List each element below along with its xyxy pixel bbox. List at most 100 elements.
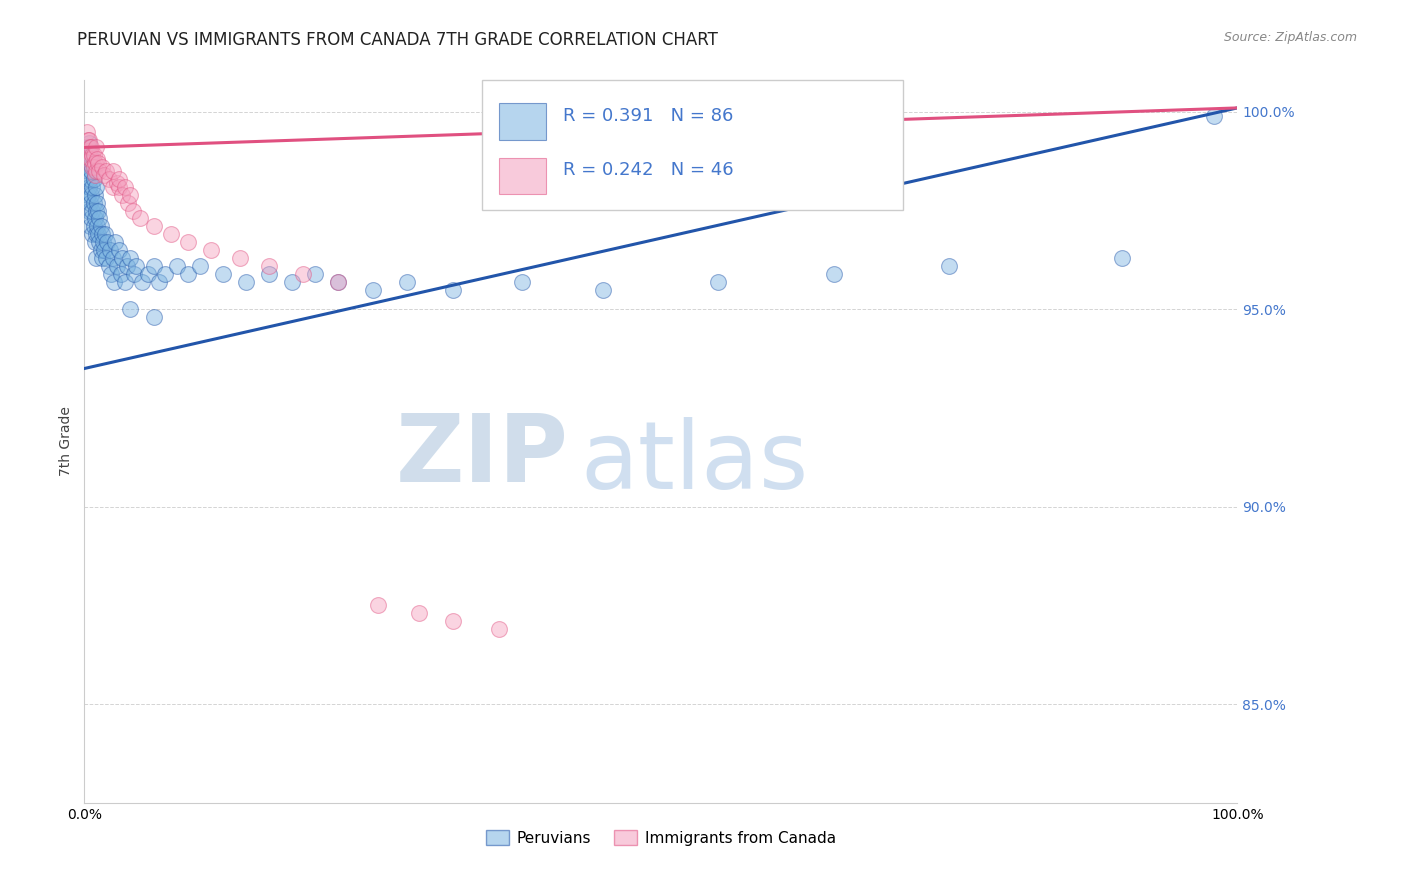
Point [103,275,125,289]
Point [96,251,118,265]
Point [84,180,107,194]
Point [83,235,105,249]
Point [114,180,136,194]
Point [105,176,128,190]
Point [177,267,200,281]
Point [142,219,165,234]
Point [77,180,100,194]
Point [83,172,105,186]
Point [79,140,101,154]
Point [76,125,98,139]
Point [77,132,100,146]
Point [100,267,122,281]
Point [120,302,142,317]
Point [408,607,430,621]
Point [76,140,98,154]
Point [84,227,107,242]
Point [91,235,114,249]
Point [160,227,183,242]
Point [84,251,107,265]
Point [108,172,131,186]
Point [108,180,131,194]
Point [89,211,111,226]
Point [90,227,112,242]
Point [281,275,304,289]
Point [79,195,101,210]
Point [103,180,124,194]
Point [292,267,315,281]
Point [188,259,211,273]
Point [80,153,103,167]
Point [79,153,101,167]
Point [89,164,111,178]
Point [153,267,176,281]
Point [166,259,188,273]
Point [87,156,110,170]
Point [77,156,100,170]
Point [114,275,136,289]
Point [229,251,252,265]
Point [97,172,120,186]
Text: Source: ZipAtlas.com: Source: ZipAtlas.com [1223,31,1357,45]
Point [80,187,103,202]
Point [235,275,257,289]
Point [122,267,145,281]
Point [89,219,111,234]
Point [84,140,107,154]
Point [89,243,111,257]
Point [592,283,614,297]
Point [83,160,105,174]
Point [211,267,233,281]
Point [87,203,110,218]
Point [98,243,121,257]
Point [80,164,103,178]
Point [396,275,419,289]
Point [110,267,132,281]
Point [93,243,115,257]
Text: ZIP: ZIP [395,410,568,502]
Point [93,168,115,182]
Point [326,275,349,289]
Point [96,235,118,249]
Point [83,219,105,234]
Point [83,187,105,202]
Point [79,219,101,234]
Point [257,267,280,281]
Point [177,235,200,249]
Point [128,211,150,226]
Point [86,219,108,234]
Point [79,148,101,162]
Point [80,140,103,154]
Point [80,211,103,226]
FancyBboxPatch shape [482,80,903,211]
Point [82,227,104,242]
Point [76,187,98,202]
Point [83,168,105,182]
Point [115,259,138,273]
Point [105,259,128,273]
Point [142,259,165,273]
Point [104,235,127,249]
Point [131,275,153,289]
Point [1204,109,1226,123]
Text: R = 0.391   N = 86: R = 0.391 N = 86 [562,107,733,125]
Point [75,156,97,170]
Point [120,187,142,202]
Point [83,211,105,226]
Point [117,195,139,210]
Point [76,192,98,206]
Point [96,164,118,178]
Point [111,187,134,202]
Y-axis label: 7th Grade: 7th Grade [59,407,73,476]
Text: PERUVIAN VS IMMIGRANTS FROM CANADA 7TH GRADE CORRELATION CHART: PERUVIAN VS IMMIGRANTS FROM CANADA 7TH G… [77,31,718,49]
Point [76,172,98,186]
Point [707,275,730,289]
Point [83,195,105,210]
Point [111,251,134,265]
Point [82,203,104,218]
Point [82,160,104,174]
Point [103,164,124,178]
Point [86,195,108,210]
Point [103,251,124,265]
Point [148,275,170,289]
